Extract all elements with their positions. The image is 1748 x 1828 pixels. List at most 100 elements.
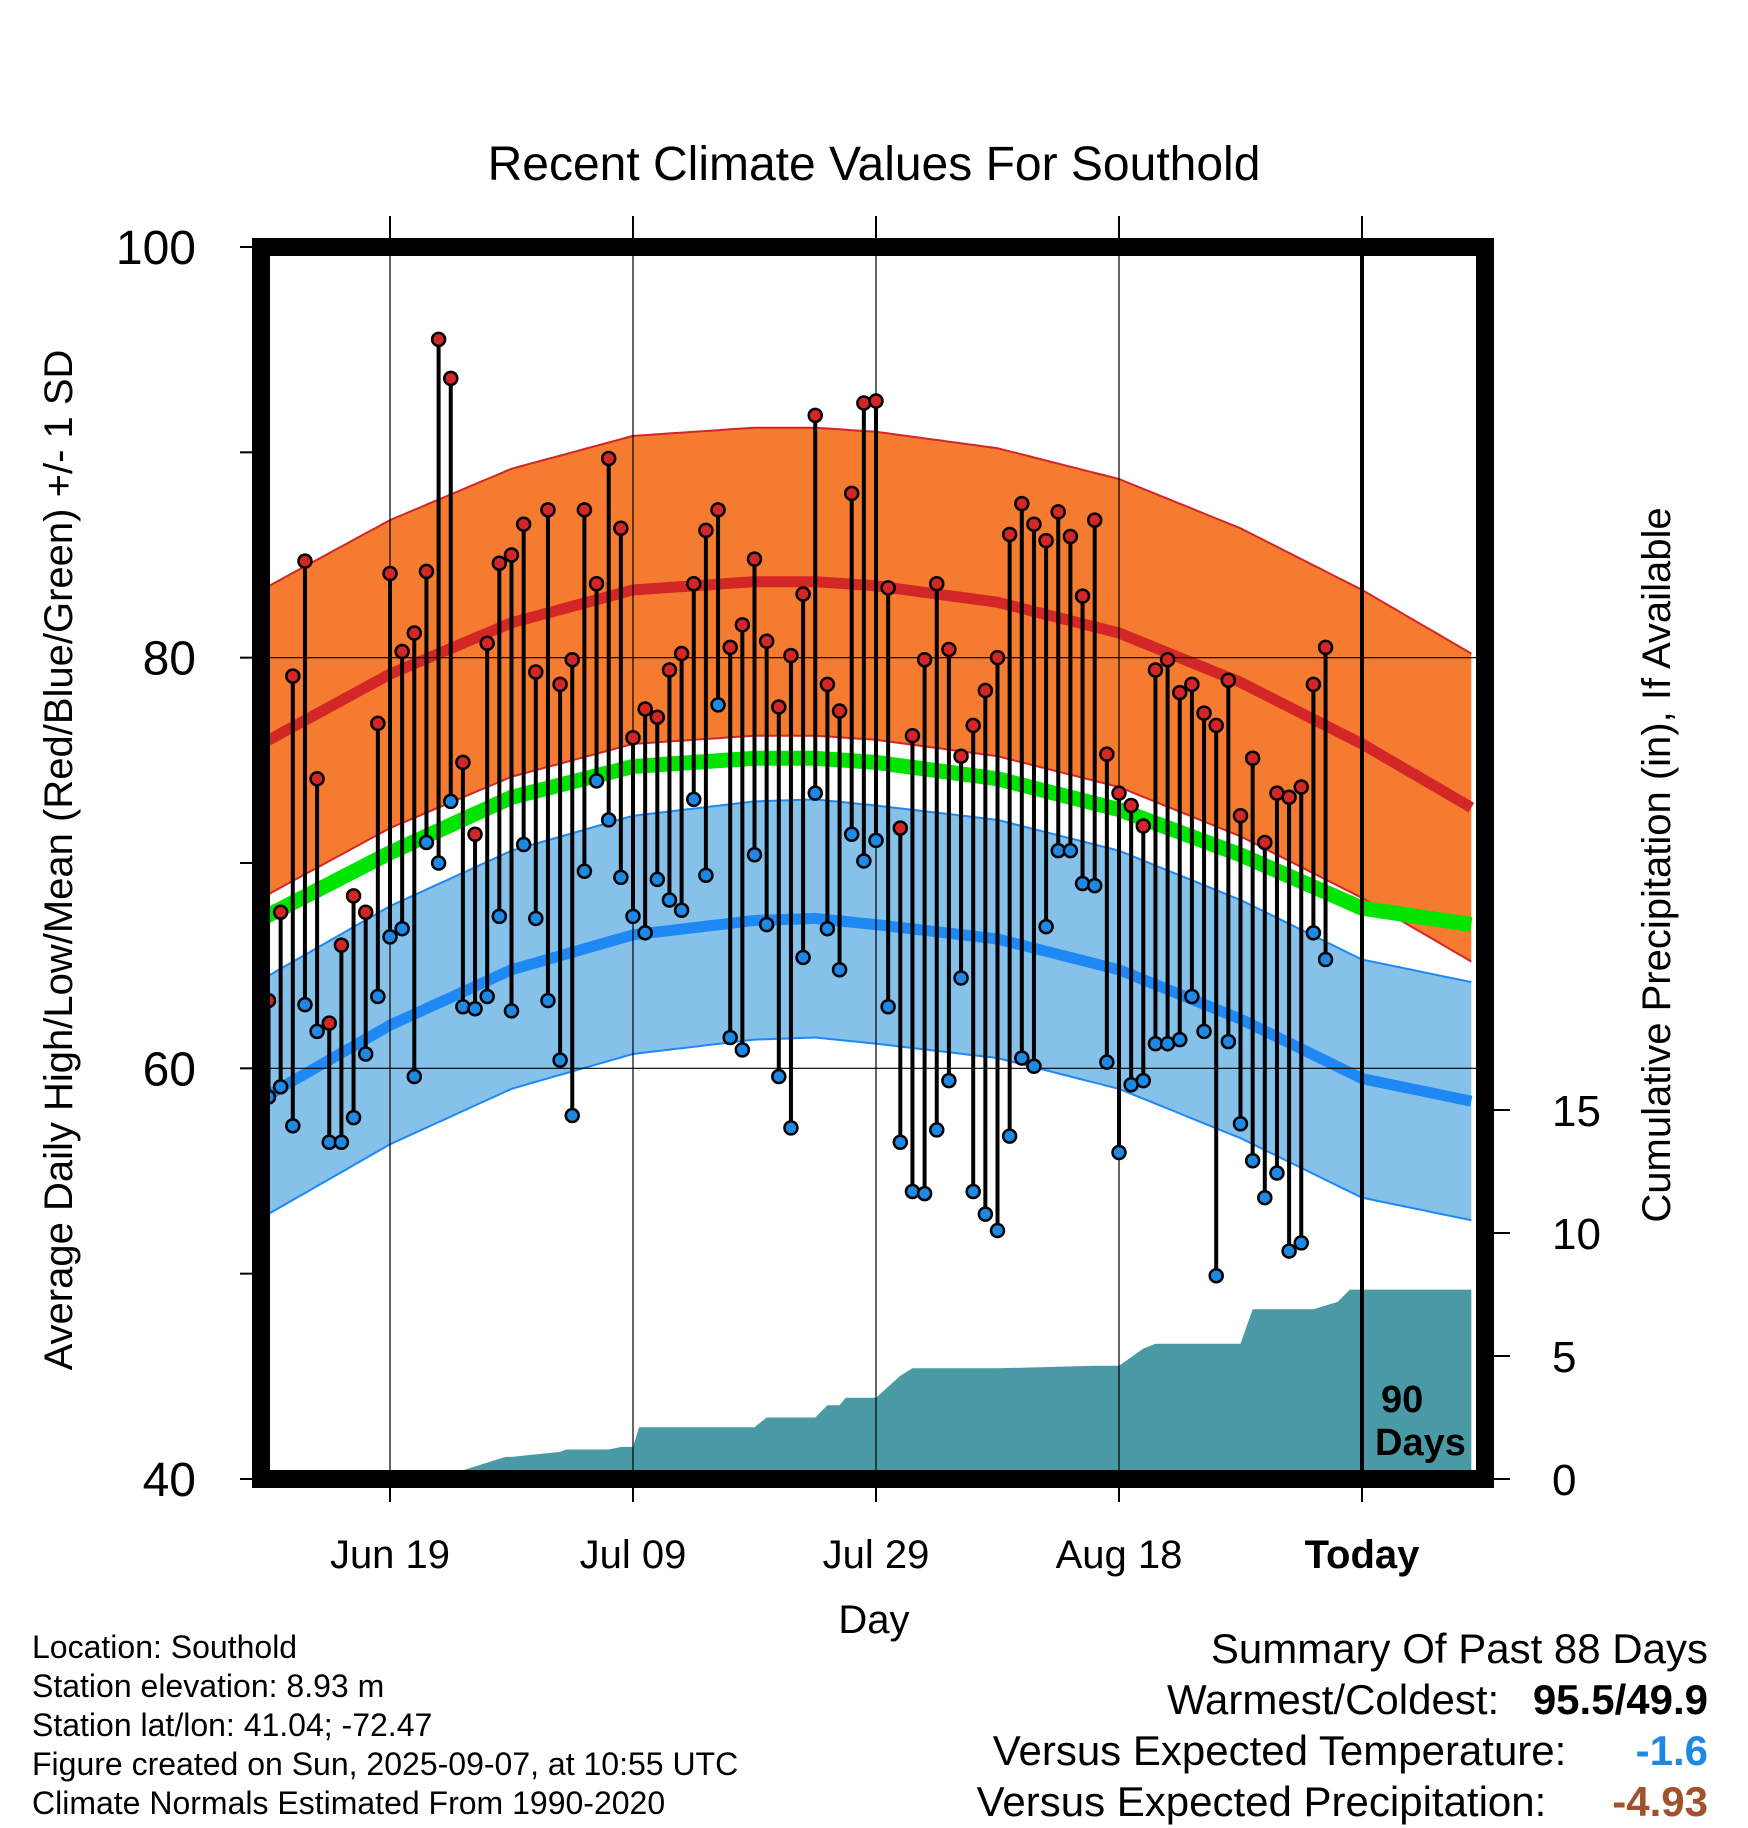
high-point <box>1196 705 1212 721</box>
low-upper-edge <box>261 798 1472 984</box>
high-point <box>929 575 945 592</box>
low-point <box>1172 1031 1188 1048</box>
low-point <box>746 847 763 863</box>
chart-title: Recent Climate Values For Southold <box>488 138 1261 191</box>
low-point <box>564 1107 580 1124</box>
high-point <box>370 715 386 732</box>
low-point <box>1343 0 1356 7</box>
low-point <box>1293 1235 1309 1251</box>
normal-high-line <box>261 576 1475 813</box>
warmest-coldest-row: Warmest/Coldest: 95.5/49.9 <box>977 1674 1708 1725</box>
right-tick-label: 5 <box>1552 1333 1576 1382</box>
high-point <box>1184 676 1200 693</box>
low-point <box>941 1072 957 1089</box>
low-point <box>576 863 593 879</box>
low-point <box>880 998 896 1015</box>
right-tick-label: 10 <box>1552 1210 1601 1259</box>
high-point <box>1281 789 1297 806</box>
high-point <box>1074 588 1091 604</box>
low-point <box>916 1185 933 1202</box>
high-point <box>637 701 653 717</box>
plot-frame <box>252 238 1494 1488</box>
high-point <box>941 641 957 658</box>
low-point <box>540 992 556 1009</box>
high-point <box>916 651 933 668</box>
low-point <box>1232 1116 1249 1132</box>
high-point <box>686 575 702 592</box>
high-point <box>1123 797 1139 814</box>
high-point <box>382 565 398 582</box>
high-point <box>1244 750 1261 767</box>
high-point <box>309 771 325 787</box>
high-point <box>491 555 508 571</box>
warmest-coldest-value: 95.5/49.9 <box>1532 1676 1708 1723</box>
high-point <box>588 575 605 592</box>
high-point <box>1293 779 1309 795</box>
high-point <box>1305 676 1322 693</box>
precip-departure-row: Versus Expected Precipitation: -4.93 <box>977 1776 1708 1827</box>
high-point <box>758 633 775 649</box>
x-tick-label: Jul 09 <box>580 1533 687 1577</box>
precip-departure-label: Versus Expected Precipitation: <box>976 1778 1547 1825</box>
precip-departure-value: -4.93 <box>1612 1778 1708 1825</box>
low-point <box>333 1134 350 1151</box>
high-point <box>771 699 787 715</box>
x-axis-label: Day <box>838 1598 909 1642</box>
low-point <box>819 920 836 937</box>
high-point <box>1232 808 1249 824</box>
low-point <box>1196 1023 1212 1040</box>
high-point <box>1026 516 1042 532</box>
high-point <box>819 676 836 693</box>
high-point <box>698 522 714 539</box>
low-point <box>989 1222 1006 1239</box>
station-info: Location: Southold Station elevation: 8.… <box>32 1628 738 1823</box>
high-point <box>673 645 690 662</box>
low-point <box>1244 1152 1261 1169</box>
high-point <box>1086 512 1103 528</box>
high-point <box>297 553 313 569</box>
high-point <box>528 664 544 680</box>
high-point <box>540 502 556 518</box>
low-point <box>904 1183 921 1200</box>
high-point <box>455 754 471 771</box>
latlon-text: Station lat/lon: 41.04; -72.47 <box>32 1707 433 1743</box>
low-point <box>345 1109 362 1126</box>
low-point <box>710 697 726 713</box>
low-point <box>1135 1072 1152 1089</box>
low-point <box>686 791 702 808</box>
high-point <box>661 662 678 678</box>
temp-departure-row: Versus Expected Temperature: -1.6 <box>977 1725 1708 1776</box>
low-point <box>953 970 969 986</box>
high-point <box>552 676 568 693</box>
window-marker-label-2: Days <box>1375 1422 1466 1464</box>
left-tick-label: 80 <box>143 633 196 686</box>
low-point <box>406 1068 423 1085</box>
high-point <box>1159 651 1176 668</box>
low-point <box>588 773 605 789</box>
normals-period-text: Climate Normals Estimated From 1990-2020 <box>32 1785 666 1821</box>
left-tick-label: 100 <box>116 222 196 275</box>
location-text: Location: Southold <box>32 1629 298 1665</box>
high-point <box>710 502 726 518</box>
low-point <box>1220 1033 1237 1050</box>
high-point <box>795 586 811 602</box>
low-point <box>528 910 544 927</box>
high-point <box>1317 639 1334 656</box>
high-point <box>1208 717 1224 734</box>
low-point <box>515 836 532 853</box>
temp-departure-value: -1.6 <box>1635 1727 1708 1774</box>
low-point <box>357 1046 374 1062</box>
x-tick-label: Jul 29 <box>823 1533 930 1577</box>
high-point <box>868 393 884 409</box>
elevation-text: Station elevation: 8.93 m <box>32 1668 385 1704</box>
high-point <box>430 331 447 348</box>
left-tick-label: 40 <box>143 1454 196 1507</box>
low-lower-edge <box>261 1036 1472 1222</box>
high-point <box>989 649 1006 666</box>
high-point <box>1062 528 1079 545</box>
low-point <box>1014 1050 1030 1066</box>
left-tick-label: 60 <box>143 1043 196 1096</box>
high-point <box>479 635 495 652</box>
high-point <box>406 625 423 641</box>
